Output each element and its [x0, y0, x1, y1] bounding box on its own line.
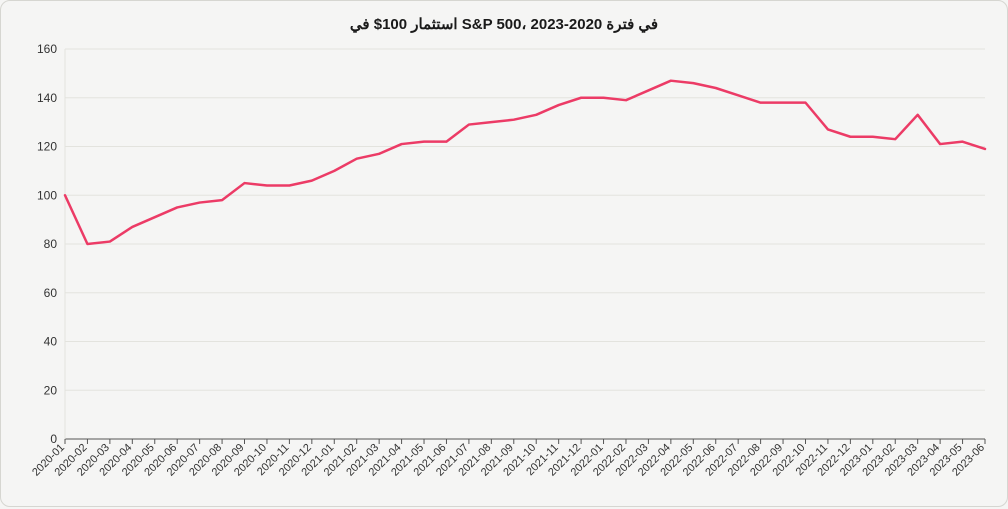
svg-text:80: 80	[44, 237, 58, 251]
chart-card: استثمار 100$ في S&P 500، في فترة 2020-20…	[0, 0, 1008, 507]
chart-title: استثمار 100$ في S&P 500، في فترة 2020-20…	[19, 15, 989, 33]
svg-text:140: 140	[37, 91, 57, 105]
svg-text:20: 20	[44, 383, 58, 397]
svg-text:40: 40	[44, 335, 58, 349]
svg-text:100: 100	[37, 188, 57, 202]
plot-area: 0204060801001201401602020-012020-022020-…	[19, 41, 989, 498]
svg-text:60: 60	[44, 286, 58, 300]
svg-text:120: 120	[37, 140, 57, 154]
svg-text:160: 160	[37, 42, 57, 56]
chart-svg: 0204060801001201401602020-012020-022020-…	[19, 41, 991, 509]
